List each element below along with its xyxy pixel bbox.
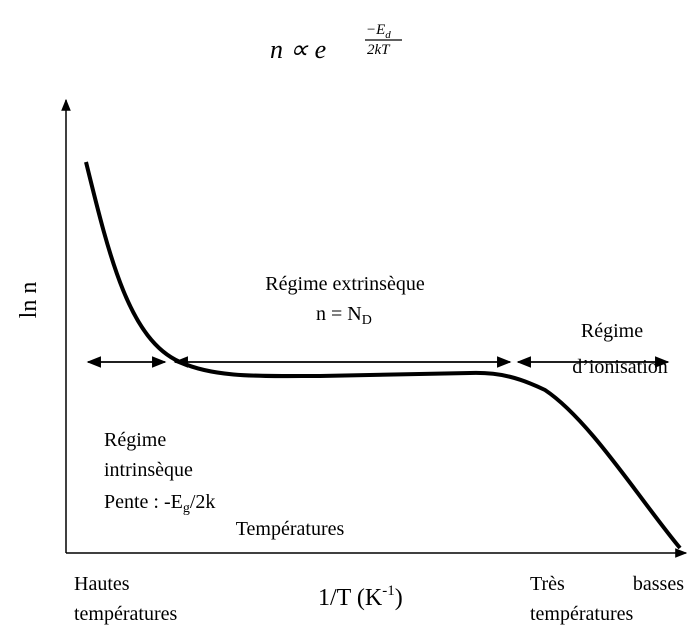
right-end-2: températures <box>530 603 633 625</box>
x-label: 1/T (K-1) <box>318 583 403 611</box>
formula: n ∝ e −Ed 2kT <box>270 22 402 64</box>
formula-denominator: 2kT <box>367 42 391 58</box>
right-end-1b: basses <box>633 573 684 595</box>
intrinsic-slope: Pente : -Eg/2k <box>104 491 215 516</box>
slope-a: Pente : -E <box>104 491 183 513</box>
ionisation-label-2: d’ionisation <box>572 356 668 378</box>
right-end-1: Très <box>530 573 565 595</box>
x-label-end: ) <box>395 585 403 611</box>
left-end-1: Hautes <box>74 573 130 595</box>
temperatures-label: Températures <box>236 518 345 540</box>
extrinsic-formula: n = ND <box>316 303 372 328</box>
nd-sub: D <box>362 313 372 328</box>
nd: n = N <box>316 303 362 325</box>
ionisation-label-1: Régime <box>581 320 643 342</box>
formula-base: n ∝ e <box>270 35 326 64</box>
formula-numerator: −Ed <box>366 22 391 41</box>
x-label-sup: -1 <box>382 583 395 599</box>
num: −E <box>366 22 385 38</box>
num-sub: d <box>385 29 391 41</box>
slope-end: /2k <box>190 491 216 513</box>
intrinsic-label-1: Régime <box>104 429 166 451</box>
x-label-text: 1/T (K <box>318 585 383 611</box>
curve <box>84 161 682 550</box>
intrinsic-label-2: intrinsèque <box>104 459 193 481</box>
y-label: ln n <box>16 282 42 319</box>
extrinsic-label: Régime extrinsèque <box>265 273 425 295</box>
slope-sub: g <box>183 501 190 516</box>
left-end-2: températures <box>74 603 177 625</box>
